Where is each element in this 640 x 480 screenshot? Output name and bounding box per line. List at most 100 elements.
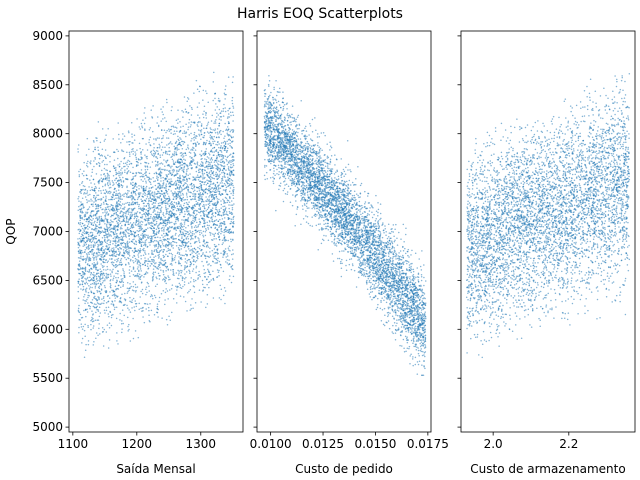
scatter-point [140, 122, 143, 125]
scatter-point [100, 263, 102, 265]
scatter-point [193, 176, 195, 179]
scatter-point [105, 306, 107, 309]
scatter-point [226, 262, 229, 264]
scatter-point [163, 192, 166, 194]
scatter-point [160, 206, 163, 209]
scatter-point [89, 162, 92, 165]
scatter-point [146, 155, 148, 158]
scatter-point [214, 232, 217, 235]
scatter-point [227, 263, 230, 266]
scatter-point [83, 170, 85, 172]
scatter-point [221, 239, 224, 242]
scatter-point [229, 139, 232, 142]
scatter-point [119, 201, 122, 203]
scatter-point [102, 269, 105, 271]
scatter-point [208, 152, 210, 155]
scatter-point [152, 211, 154, 213]
scatter-point [106, 219, 108, 221]
scatter-point [87, 223, 90, 225]
scatter-point [158, 230, 160, 232]
scatter-point [145, 215, 147, 218]
scatter-point [193, 247, 196, 250]
scatter-point [185, 172, 188, 174]
scatter-point [95, 230, 97, 232]
scatter-point [126, 189, 129, 192]
scatter-point [94, 146, 96, 149]
scatter-point [219, 99, 221, 102]
scatter-point [148, 236, 151, 238]
scatter-point [207, 121, 210, 124]
scatter-point [128, 238, 131, 240]
scatter-point [167, 164, 170, 167]
scatter-point [145, 162, 148, 164]
scatter-point [108, 233, 110, 236]
scatter-point [89, 193, 91, 196]
scatter-point [117, 248, 120, 251]
scatter-point [167, 298, 169, 300]
scatter-point [131, 148, 133, 151]
scatter-point [218, 214, 221, 216]
scatter-point [124, 162, 127, 164]
scatter-point [107, 206, 109, 208]
scatter-point [134, 300, 136, 302]
scatter-point [230, 240, 232, 243]
scatter-point [90, 246, 92, 248]
scatter-point [184, 213, 186, 215]
scatter-point [90, 291, 93, 294]
scatter-point [171, 235, 173, 238]
scatter-point [197, 211, 200, 214]
scatter-point [106, 183, 109, 185]
scatter-point [178, 203, 181, 205]
scatter-point [231, 111, 234, 114]
scatter-point [183, 199, 185, 201]
scatter-point [180, 248, 183, 250]
scatter-point [182, 184, 185, 187]
scatter-point [211, 203, 214, 205]
scatter-point [148, 138, 151, 141]
scatter-point [105, 291, 107, 293]
scatter-point [111, 209, 113, 212]
scatter-point [84, 277, 86, 280]
scatter-point [205, 117, 208, 119]
scatter-point [108, 322, 111, 324]
scatter-point [92, 274, 95, 276]
scatter-point [87, 233, 90, 236]
scatter-point [223, 92, 226, 94]
scatter-point [220, 227, 223, 230]
scatter-point [152, 231, 155, 233]
scatter-point [100, 177, 103, 180]
scatter-point [213, 243, 216, 246]
scatter-point [127, 165, 129, 168]
scatter-point [81, 342, 83, 344]
scatter-point [158, 223, 161, 225]
scatter-point [209, 127, 212, 129]
scatter-point [157, 202, 160, 205]
scatter-point [179, 185, 182, 188]
scatter-point [208, 263, 210, 265]
scatter-point [198, 135, 201, 137]
scatter-point [154, 165, 157, 167]
scatter-point [139, 296, 141, 298]
scatter-point [161, 137, 163, 140]
scatter-point [151, 249, 153, 252]
scatter-point [226, 181, 228, 183]
scatter-point [208, 204, 211, 207]
scatter-point [103, 140, 106, 142]
scatter-point [126, 194, 128, 196]
scatter-point [83, 295, 85, 298]
scatter-point [153, 154, 156, 156]
scatter-point [157, 182, 159, 185]
scatter-point [153, 206, 155, 209]
scatter-point [181, 169, 184, 171]
scatter-point [211, 193, 214, 196]
scatter-point [205, 200, 207, 202]
scatter-point [219, 284, 221, 287]
scatter-point [190, 140, 192, 142]
scatter-point [139, 264, 142, 267]
scatter-point [213, 235, 216, 238]
scatter-point [103, 328, 106, 331]
scatter-point [210, 161, 213, 163]
scatter-point [218, 260, 221, 263]
scatter-point [209, 190, 212, 193]
scatter-point [137, 252, 140, 254]
